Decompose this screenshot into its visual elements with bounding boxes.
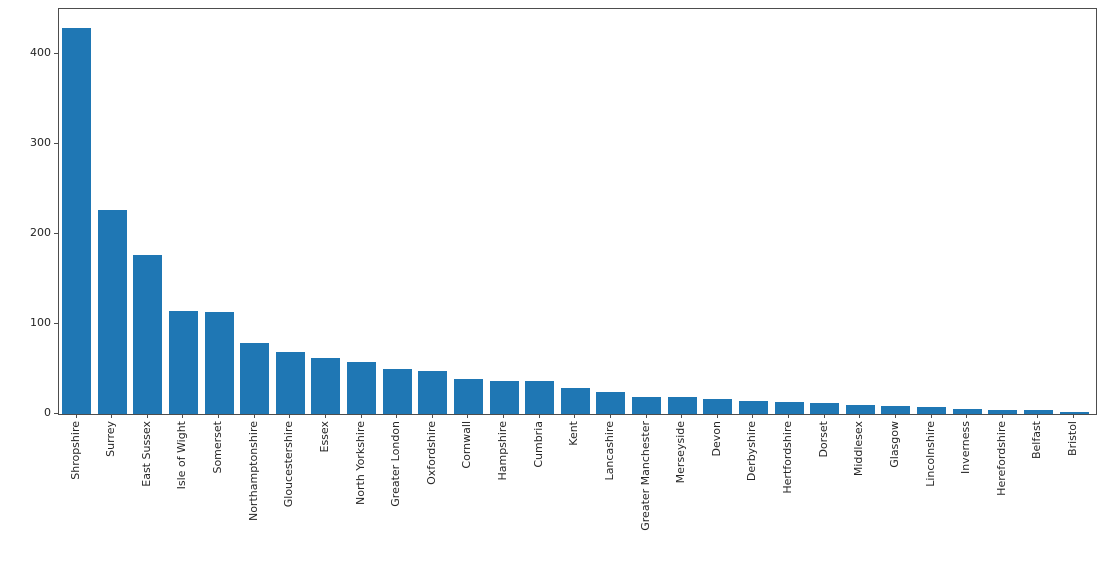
x-tick-label: Kent <box>567 421 581 446</box>
x-tick-mark <box>609 414 611 418</box>
x-tick-label: Greater London <box>389 421 403 507</box>
bar-inverness <box>952 408 982 414</box>
x-tick-mark <box>503 414 504 418</box>
bar-merseyside <box>667 396 697 414</box>
x-tick-label: Lincolnshire <box>923 421 937 487</box>
x-tick-mark <box>467 414 469 418</box>
bar-isle-of-wight <box>168 311 198 414</box>
x-tick-label: Herefordshire <box>994 421 1008 496</box>
bar-shropshire <box>62 27 91 414</box>
x-tick-mark <box>538 414 540 418</box>
x-tick-mark <box>930 414 932 418</box>
y-tick-mark <box>54 53 58 54</box>
bar-greater-manchester <box>632 396 661 414</box>
y-tick-label: 300 <box>30 136 51 149</box>
x-tick-label: Cumbria <box>531 421 545 468</box>
x-tick-mark <box>182 414 184 418</box>
bar-greater-london <box>382 369 412 414</box>
bar-oxfordshire <box>418 370 448 414</box>
bar-dorset <box>810 403 840 414</box>
x-tick-mark <box>1001 414 1003 418</box>
bar-gloucestershire <box>275 351 305 414</box>
x-tick-mark <box>716 414 718 418</box>
x-tick-mark <box>360 414 362 418</box>
bar-bristol <box>1059 412 1089 414</box>
x-tick-label: Somerset <box>211 421 224 474</box>
x-tick-mark <box>396 414 398 418</box>
bar-lincolnshire <box>917 406 946 414</box>
y-tick-mark <box>54 323 58 324</box>
plot-area <box>58 8 1097 415</box>
x-tick-mark <box>431 414 433 418</box>
x-tick-mark <box>324 414 326 418</box>
y-tick-label: 0 <box>44 406 51 419</box>
bar-somerset <box>204 312 234 414</box>
y-tick-mark <box>54 233 58 234</box>
x-tick-label: Essex <box>317 421 331 453</box>
bar-hertfordshire <box>774 402 804 414</box>
bar-surrey <box>97 209 127 414</box>
y-tick-label: 200 <box>30 226 51 239</box>
bar-derbyshire <box>738 401 768 414</box>
x-tick-label: Lancashire <box>602 421 616 481</box>
bar-east-sussex <box>133 254 163 414</box>
x-tick-mark <box>111 414 113 418</box>
x-tick-mark <box>823 414 825 418</box>
x-tick-label: Shropshire <box>68 421 82 480</box>
x-tick-label: Glasgow <box>887 421 901 468</box>
bar-middlesex <box>845 405 875 414</box>
x-tick-mark <box>75 414 77 418</box>
x-tick-label: Gloucestershire <box>282 421 296 508</box>
x-tick-label: Middlesex <box>852 421 866 477</box>
x-tick-mark <box>752 414 754 418</box>
x-tick-mark <box>1073 414 1074 418</box>
y-tick-label: 100 <box>30 316 51 329</box>
bar-kent <box>560 387 590 414</box>
x-tick-label: Belfast <box>1030 421 1044 460</box>
x-tick-label: Merseyside <box>674 421 688 484</box>
x-tick-label: North Yorkshire <box>353 421 367 505</box>
y-tick-mark <box>54 143 58 144</box>
bar-lancashire <box>596 392 626 414</box>
x-tick-mark <box>574 414 576 418</box>
x-tick-mark <box>894 414 896 418</box>
x-tick-label: Devon <box>709 421 723 457</box>
x-tick-label: Hertfordshire <box>781 421 794 494</box>
bar-cumbria <box>525 380 555 414</box>
x-tick-mark <box>966 414 968 418</box>
x-tick-label: Oxfordshire <box>424 421 438 485</box>
x-tick-mark <box>253 414 255 418</box>
x-tick-label: Isle of Wight <box>175 421 189 490</box>
x-tick-mark <box>859 414 861 418</box>
x-tick-mark <box>645 414 647 418</box>
bar-belfast <box>1023 410 1053 414</box>
x-tick-label: Northamptonshire <box>246 421 260 522</box>
x-tick-label: Greater Manchester <box>638 421 652 531</box>
x-tick-mark <box>218 414 219 418</box>
x-tick-label: Inverness <box>959 421 973 475</box>
x-tick-mark <box>146 414 148 418</box>
bar-cornwall <box>453 378 483 414</box>
x-tick-label: Hampshire <box>496 421 509 481</box>
x-tick-label: Bristol <box>1066 421 1079 456</box>
x-tick-mark <box>289 414 291 418</box>
x-tick-label: Surrey <box>104 421 118 457</box>
x-tick-mark <box>1037 414 1039 418</box>
x-tick-mark <box>681 414 683 418</box>
x-tick-label: East Sussex <box>139 421 153 487</box>
bar-glasgow <box>881 405 911 414</box>
bar-essex <box>311 358 341 414</box>
x-tick-label: Derbyshire <box>745 421 759 482</box>
x-tick-label: Dorset <box>816 421 830 458</box>
y-tick-mark <box>54 413 58 414</box>
bar-north-yorkshire <box>347 361 376 414</box>
x-tick-mark <box>788 414 789 418</box>
bar-hampshire <box>489 380 519 414</box>
bar-northamptonshire <box>240 342 270 414</box>
bar-herefordshire <box>988 409 1018 414</box>
bar-devon <box>703 398 733 414</box>
y-tick-label: 400 <box>30 46 51 59</box>
x-tick-label: Cornwall <box>460 421 474 469</box>
